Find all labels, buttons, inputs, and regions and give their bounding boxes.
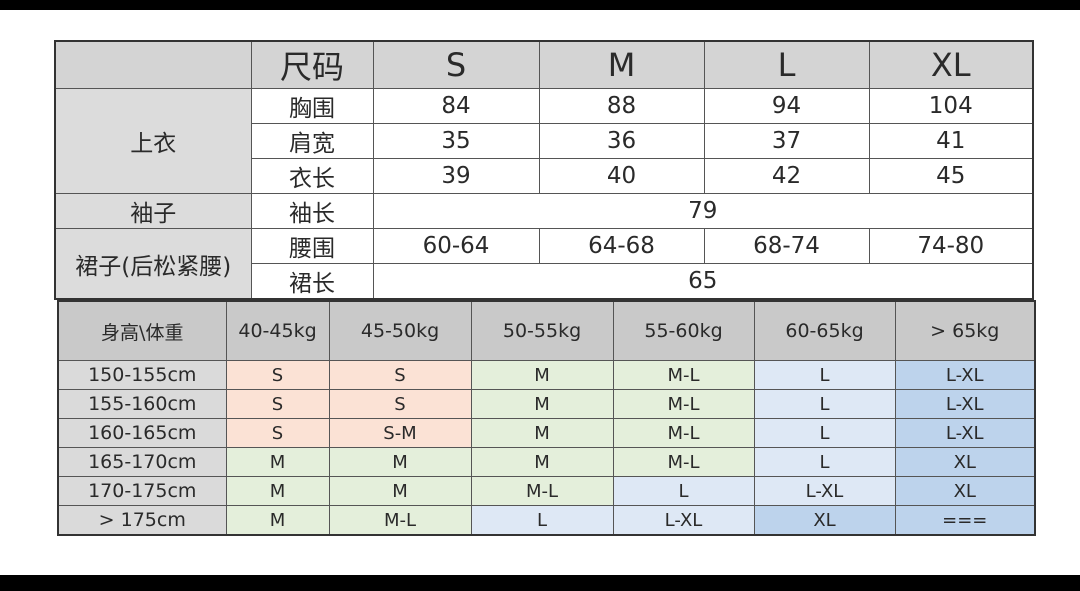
table-row: 上衣 胸围 84 88 94 104 [54,88,1034,194]
cell: 39 [372,158,540,194]
table-row: 衣长 39 40 42 45 [55,158,1034,194]
cell: 79 [372,193,1034,229]
size-cell: L [753,360,896,390]
cell: 45 [868,158,1034,194]
weight-header: 45-50kg [328,300,472,361]
size-cell: M [470,389,614,419]
bottom-black-bar [0,575,1080,591]
size-cell: L-XL [894,418,1036,448]
table-row: > 175cm M M-L L L-XL XL === [57,505,1036,536]
size-cell: L-XL [894,389,1036,419]
size-cell: S-M [328,418,472,448]
table-row: 裙子(后松紧腰) 腰围 60-64 64-68 68-74 74-80 [54,228,1034,300]
cell: 36 [538,123,705,159]
size-cell: L-XL [612,505,755,536]
size-cell: M-L [612,389,755,419]
cell: 37 [703,123,870,159]
size-cell: M [470,418,614,448]
cell: 88 [538,88,705,124]
size-cell: M [225,505,330,536]
size-cell: L [753,447,896,477]
size-measurement-table: 尺码 S M L XL 上衣 胸围 84 88 94 104 肩宽 35 36 … [54,40,1034,300]
table-row: 袖子 袖长 79 [54,193,1034,229]
cell: 94 [703,88,870,124]
row-label: 袖长 [250,193,374,229]
cell: 64-68 [538,228,705,264]
size-m: M [538,40,705,89]
size-cell: L-XL [753,476,896,506]
table-row: 155-160cm S S M M-L L L-XL [57,389,1036,419]
size-label: 尺码 [250,40,374,89]
height-label: > 175cm [57,505,227,536]
cell: 84 [372,88,540,124]
size-cell: M [328,476,472,506]
cell: 35 [372,123,540,159]
size-cell: M [470,360,614,390]
height-label: 165-170cm [57,447,227,477]
row-label: 裙长 [250,263,374,300]
size-cell: L [753,389,896,419]
size-cell: XL [894,476,1036,506]
cell: 104 [868,88,1034,124]
size-cell: M-L [612,360,755,390]
corner-label: 身高\体重 [57,300,227,361]
height-label: 155-160cm [57,389,227,419]
size-cell: L [753,418,896,448]
size-l: L [703,40,870,89]
size-cell: M-L [328,505,472,536]
size-cell: XL [894,447,1036,477]
category-top: 上衣 [54,88,252,194]
height-label: 160-165cm [57,418,227,448]
size-cell: M [470,447,614,477]
size-header-row: 尺码 S M L XL [54,40,1034,89]
size-cell: S [328,389,472,419]
table-row: 160-165cm S S-M M M-L L L-XL [57,418,1036,448]
top-black-bar [0,0,1080,10]
cell: 42 [703,158,870,194]
row-label: 衣长 [250,158,374,194]
category-skirt: 裙子(后松紧腰) [54,228,252,300]
category-sleeve: 袖子 [54,193,252,229]
table-row: 150-155cm S S M M-L L L-XL [57,360,1036,390]
cell: 74-80 [868,228,1034,264]
height-label: 170-175cm [57,476,227,506]
table-row: 裙长 65 [55,263,1034,300]
weight-header: > 65kg [894,300,1036,361]
cell: 41 [868,123,1034,159]
size-cell: S [225,360,330,390]
corner-cell [54,40,252,89]
size-cell: M [328,447,472,477]
size-xl: XL [868,40,1034,89]
size-cell: S [225,389,330,419]
size-cell: M-L [612,447,755,477]
size-cell: M [225,476,330,506]
size-s: S [372,40,540,89]
size-cell: XL [753,505,896,536]
size-cell: S [328,360,472,390]
cell: 40 [538,158,705,194]
row-label: 胸围 [250,88,374,124]
row-label: 肩宽 [250,123,374,159]
cell: 65 [372,263,1034,300]
size-cell: M-L [470,476,614,506]
size-cell: L [470,505,614,536]
cell: 60-64 [372,228,540,264]
weight-header: 40-45kg [225,300,330,361]
weight-header: 50-55kg [470,300,614,361]
table-row: 165-170cm M M M M-L L XL [57,447,1036,477]
size-cell: === [894,505,1036,536]
table-row: 170-175cm M M M-L L L-XL XL [57,476,1036,506]
row-label: 腰围 [250,228,374,264]
size-cell: M-L [612,418,755,448]
weight-header-row: 身高\体重 40-45kg 45-50kg 50-55kg 55-60kg 60-65kg… [57,300,1036,361]
height-label: 150-155cm [57,360,227,390]
size-cell: S [225,418,330,448]
weight-header: 60-65kg [753,300,896,361]
size-cell: L [612,476,755,506]
size-cell: M [225,447,330,477]
cell: 68-74 [703,228,870,264]
size-recommendation-table: 身高\体重 40-45kg 45-50kg 50-55kg 55-60kg 60-65kg… [57,300,1036,536]
size-cell: L-XL [894,360,1036,390]
weight-header: 55-60kg [612,300,755,361]
